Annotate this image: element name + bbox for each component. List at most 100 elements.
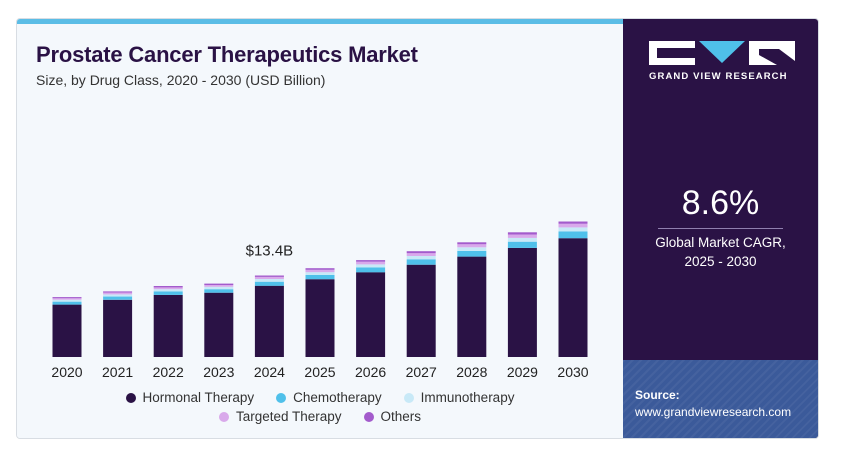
logo-marks [649,41,797,65]
x-tick-label-2023: 2023 [203,364,234,380]
x-tick-label-2028: 2028 [456,364,487,380]
legend-label-others: Others [380,409,422,424]
bar-segment-immunotherapy-2029 [507,237,537,242]
bar-segment-targeted-therapy-2028 [457,244,487,248]
cagr-label-line2: 2025 - 2030 [684,254,757,269]
legend-label-targeted: Targeted Therapy [235,409,342,424]
bar-segment-chemotherapy-2022 [153,291,183,295]
bar-segment-immunotherapy-2022 [153,289,183,292]
bar-segment-immunotherapy-2023 [204,286,234,290]
bar-segment-hormonal-therapy-2026 [356,272,386,357]
bar-segment-targeted-therapy-2030 [558,223,588,228]
legend-label-chemotherapy: Chemotherapy [293,390,382,405]
x-tick-label-2020: 2020 [51,364,82,380]
chart-legend: Hormonal Therapy Chemotherapy Immunother… [17,390,623,428]
bar-segment-hormonal-therapy-2020 [52,304,82,357]
legend-row-1: Hormonal Therapy Chemotherapy Immunother… [17,390,623,405]
bar-segment-immunotherapy-2030 [558,227,588,232]
logo-mark-r-shape [759,49,795,65]
chart-card: Prostate Cancer Therapeutics Market Size… [16,18,819,439]
x-tick-label-2027: 2027 [406,364,437,380]
chart-title: Prostate Cancer Therapeutics Market [36,42,418,67]
bar-segment-targeted-therapy-2022 [153,287,183,290]
bar-segment-others-2020 [52,297,82,299]
legend-row-2: Targeted Therapy Others [17,409,623,424]
source-url[interactable]: www.grandviewresearch.com [635,405,792,419]
cagr-label: Global Market CAGR, 2025 - 2030 [623,233,818,271]
cagr-value: 8.6% [681,184,760,222]
source-block: Source: www.grandviewresearch.com [623,360,818,438]
bar-segment-others-2029 [507,232,537,235]
x-tick-label-2024: 2024 [254,364,285,380]
legend-swatch-others [363,411,374,422]
bar-segment-others-2027 [406,251,436,254]
bar-segment-chemotherapy-2026 [356,267,386,273]
bar-segment-targeted-therapy-2020 [52,298,82,300]
legend-item-targeted: Targeted Therapy [218,409,342,424]
x-tick-label-2030: 2030 [557,364,588,380]
data-label-2024: $13.4B [246,243,294,260]
bar-segment-targeted-therapy-2027 [406,253,436,256]
bar-segment-hormonal-therapy-2027 [406,264,436,357]
bar-segment-immunotherapy-2020 [52,299,82,302]
bar-segment-others-2023 [204,283,234,285]
bar-segment-chemotherapy-2029 [507,241,537,248]
legend-item-hormonal: Hormonal Therapy [125,390,255,405]
cagr-divider [658,228,783,229]
x-tick-label-2022: 2022 [153,364,184,380]
bar-segment-immunotherapy-2028 [457,247,487,251]
stacked-bar-chart: 2020 2021 2022 2023 $13.4B 2024 2025 2026 2027 20… [51,221,589,380]
bar-segment-others-2026 [356,260,386,262]
legend-swatch-targeted [218,411,229,422]
bar-segment-immunotherapy-2024 [254,279,284,282]
grand-view-research-logo: GRAND VIEW RESEARCH [649,41,797,82]
bar-segment-others-2021 [103,291,133,293]
bar-segment-targeted-therapy-2025 [305,269,335,273]
bar-segment-hormonal-therapy-2021 [103,299,133,357]
bar-segment-immunotherapy-2027 [406,256,436,260]
bar-segment-targeted-therapy-2023 [204,284,234,287]
bar-segment-immunotherapy-2025 [305,272,335,275]
x-tick-label-2026: 2026 [355,364,386,380]
bar-segment-hormonal-therapy-2024 [254,285,284,357]
bar-segment-others-2024 [254,275,284,277]
bar-segment-chemotherapy-2020 [52,301,82,305]
logo-mark-v [699,41,745,65]
bar-segment-others-2025 [305,268,335,270]
bar-segment-immunotherapy-2021 [103,294,133,297]
accent-bar [17,19,623,24]
bar-segment-targeted-therapy-2029 [507,234,537,238]
bar-segment-hormonal-therapy-2025 [305,279,335,357]
bar-segment-hormonal-therapy-2030 [558,238,588,357]
bar-segment-chemotherapy-2028 [457,250,487,257]
legend-swatch-immunotherapy [403,392,414,403]
bar-segment-chemotherapy-2024 [254,281,284,286]
chart-subtitle: Size, by Drug Class, 2020 - 2030 (USD Bi… [36,72,326,88]
info-sidebar: GRAND VIEW RESEARCH 8.6% Global Market C… [623,19,818,438]
logo-mark-g [649,41,695,65]
cagr-label-line1: Global Market CAGR, [655,235,786,250]
logo-mark-v-shape [699,41,745,63]
logo-text: GRAND VIEW RESEARCH [649,71,788,82]
x-tick-label-2025: 2025 [304,364,335,380]
source-label: Source: [635,388,680,402]
legend-label-immunotherapy: Immunotherapy [420,390,515,405]
chart-panel: Prostate Cancer Therapeutics Market Size… [17,24,623,438]
bar-segment-hormonal-therapy-2029 [507,247,537,357]
bar-segment-chemotherapy-2027 [406,259,436,265]
legend-item-chemotherapy: Chemotherapy [276,390,382,405]
bar-segment-targeted-therapy-2026 [356,261,386,265]
legend-item-others: Others [363,409,422,424]
logo-mark-r [749,41,795,65]
legend-swatch-hormonal [125,392,136,403]
x-tick-label-2029: 2029 [507,364,538,380]
bar-segment-targeted-therapy-2024 [254,276,284,279]
logo-mark-g-shape [657,48,695,58]
bar-segment-others-2022 [153,286,183,288]
bar-segment-chemotherapy-2025 [305,274,335,280]
bar-segment-hormonal-therapy-2022 [153,294,183,357]
bar-segment-hormonal-therapy-2028 [457,256,487,357]
legend-swatch-chemotherapy [276,392,287,403]
bar-segment-others-2028 [457,242,487,245]
legend-label-hormonal: Hormonal Therapy [142,390,255,405]
